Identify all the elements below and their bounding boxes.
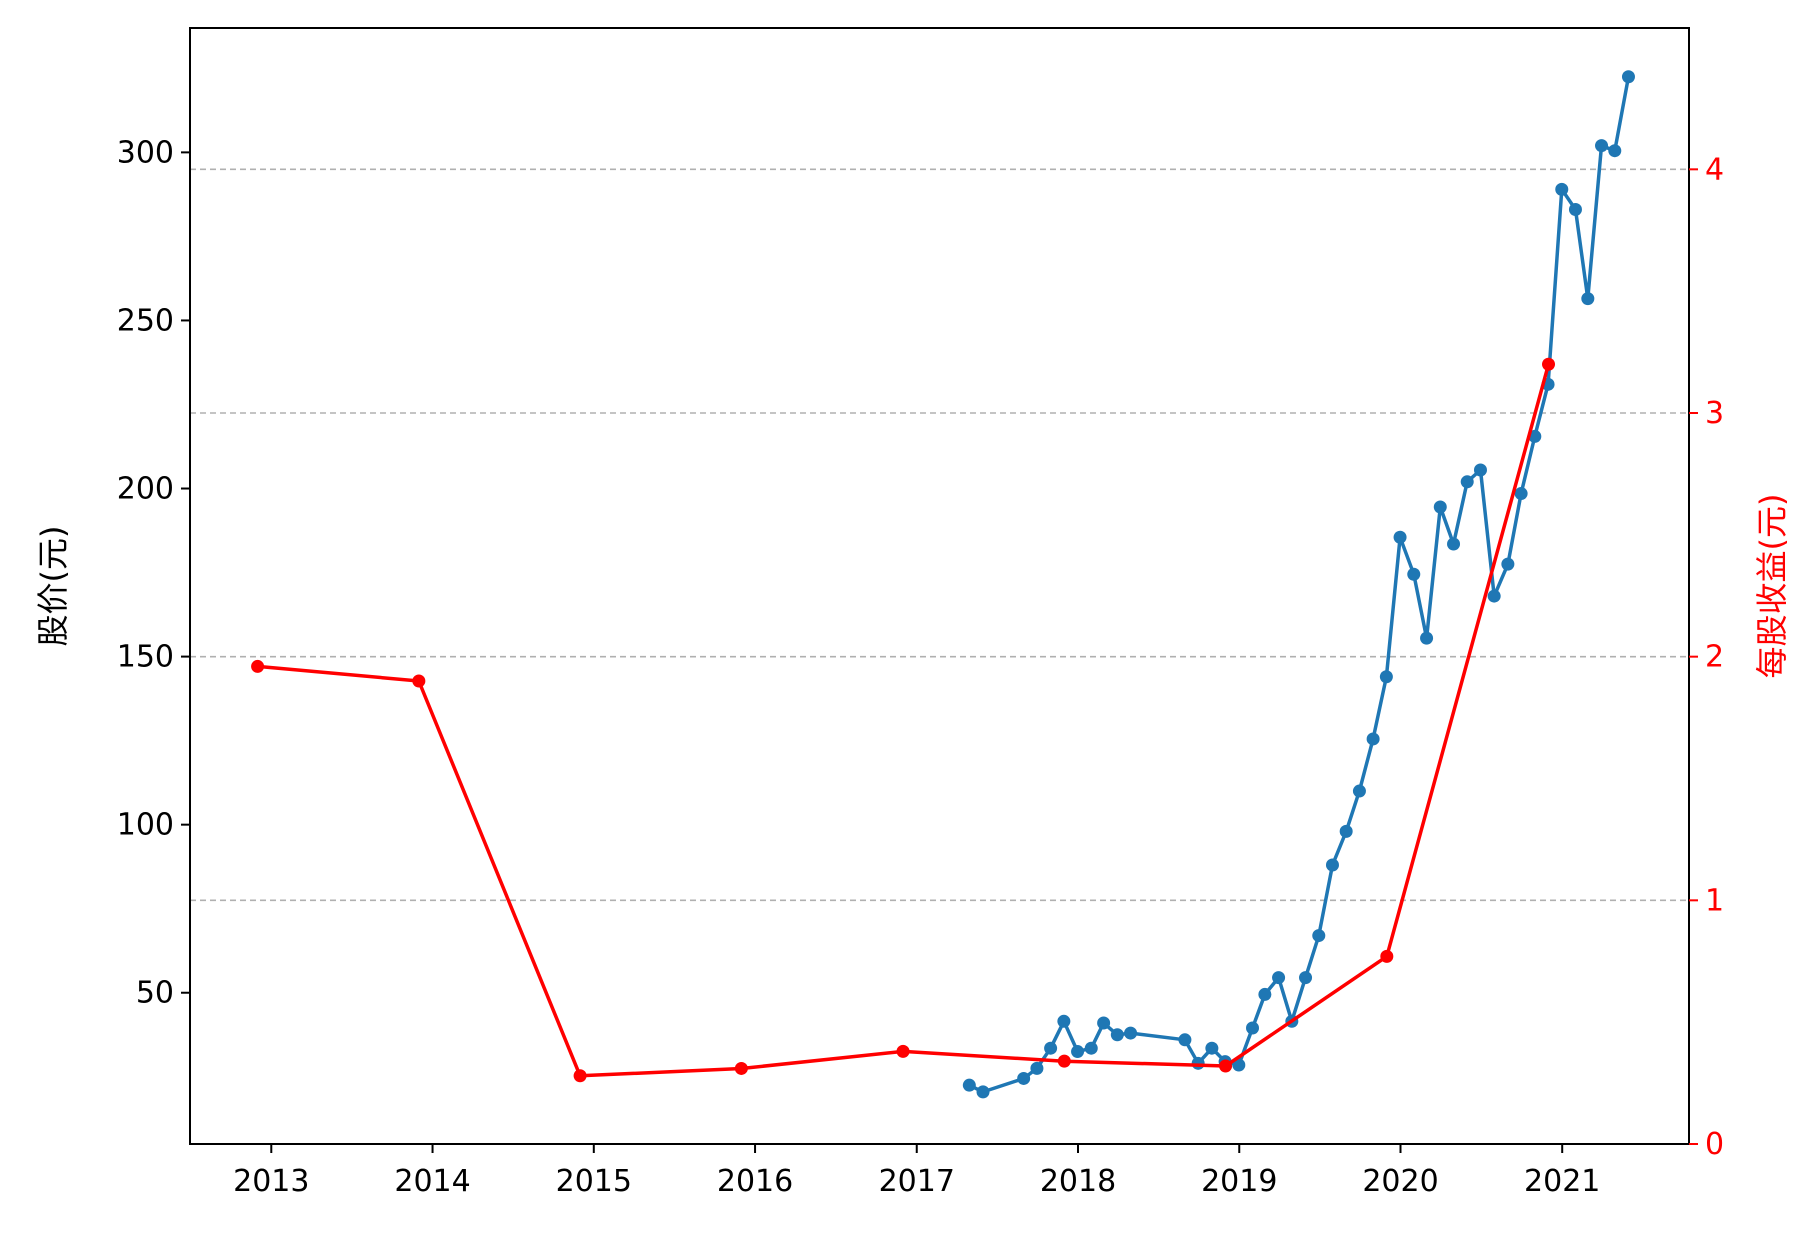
y-axis-right-label: 每股收益(元) bbox=[1753, 494, 1791, 679]
data-point bbox=[1542, 357, 1556, 371]
x-axis: 2013 2014 2015 2016 2017 2018 2019 2020 2021 bbox=[233, 1144, 1600, 1199]
data-point bbox=[1299, 971, 1313, 985]
y-left-tick-label: 300 bbox=[117, 135, 174, 170]
data-point bbox=[734, 1061, 748, 1075]
x-tick-label: 2014 bbox=[394, 1164, 470, 1199]
data-point bbox=[1433, 500, 1447, 514]
data-point bbox=[1447, 537, 1461, 551]
data-point bbox=[1420, 631, 1434, 645]
y-right-tick-label: 0 bbox=[1705, 1127, 1724, 1162]
y-left-tick-label: 200 bbox=[117, 472, 174, 507]
y-right-tick-label: 4 bbox=[1705, 152, 1724, 187]
series-left bbox=[962, 70, 1635, 1099]
data-point bbox=[573, 1069, 587, 1083]
data-point bbox=[1097, 1016, 1111, 1030]
data-point bbox=[1258, 987, 1272, 1001]
data-point bbox=[1366, 732, 1380, 746]
data-point bbox=[1608, 144, 1622, 158]
data-point bbox=[1407, 567, 1421, 581]
x-tick-label: 2018 bbox=[1040, 1164, 1116, 1199]
plot-frame bbox=[189, 27, 1690, 1145]
y-left-tick-label: 250 bbox=[117, 303, 174, 338]
data-point bbox=[1501, 557, 1515, 571]
x-tick-label: 2016 bbox=[717, 1164, 793, 1199]
y-right-tick-label: 1 bbox=[1705, 883, 1724, 918]
data-point bbox=[1057, 1054, 1071, 1068]
data-point bbox=[1219, 1059, 1233, 1073]
data-point bbox=[1205, 1041, 1219, 1055]
data-point bbox=[1017, 1071, 1031, 1085]
y-right-tick-label: 3 bbox=[1705, 396, 1724, 431]
data-point bbox=[1071, 1045, 1085, 1059]
data-point bbox=[1487, 589, 1501, 603]
data-point bbox=[1595, 139, 1609, 153]
y-axis-right: 0 1 2 3 4 bbox=[1689, 152, 1724, 1162]
data-point bbox=[1393, 530, 1407, 544]
data-point bbox=[1044, 1041, 1058, 1055]
data-point bbox=[1380, 949, 1394, 963]
data-point bbox=[1232, 1058, 1246, 1072]
data-point bbox=[1057, 1014, 1071, 1028]
y-left-tick-label: 150 bbox=[117, 640, 174, 675]
data-point bbox=[1110, 1028, 1124, 1042]
data-point bbox=[896, 1044, 910, 1058]
x-tick-label: 2021 bbox=[1524, 1164, 1600, 1199]
data-point bbox=[1312, 929, 1326, 943]
data-point bbox=[1514, 487, 1528, 501]
data-point bbox=[1124, 1026, 1138, 1040]
data-point bbox=[1339, 824, 1353, 838]
y-axis-left-label: 股价(元) bbox=[34, 526, 72, 647]
data-point bbox=[1460, 475, 1474, 489]
y-axis-left: 50 100 150 200 250 300 bbox=[117, 135, 190, 1011]
data-point bbox=[1581, 292, 1595, 306]
data-point bbox=[1178, 1033, 1192, 1047]
x-tick-label: 2013 bbox=[233, 1164, 309, 1199]
data-point bbox=[976, 1085, 990, 1099]
series-layer bbox=[251, 70, 1635, 1099]
data-point bbox=[412, 674, 426, 688]
data-point bbox=[962, 1078, 976, 1092]
data-point bbox=[251, 659, 265, 673]
x-tick-label: 2015 bbox=[556, 1164, 632, 1199]
y-right-tick-label: 2 bbox=[1705, 640, 1724, 675]
y-left-tick-label: 100 bbox=[117, 808, 174, 843]
data-point bbox=[1473, 463, 1487, 477]
x-tick-label: 2019 bbox=[1201, 1164, 1277, 1199]
data-point bbox=[1030, 1061, 1044, 1075]
x-tick-label: 2020 bbox=[1362, 1164, 1438, 1199]
data-point bbox=[1352, 784, 1366, 798]
data-point bbox=[1272, 971, 1286, 985]
data-point bbox=[1325, 858, 1339, 872]
data-point bbox=[1084, 1041, 1098, 1055]
data-point bbox=[1555, 182, 1569, 196]
data-point bbox=[1528, 429, 1542, 443]
series-right bbox=[251, 357, 1556, 1083]
data-point bbox=[1379, 670, 1393, 684]
y-left-tick-label: 50 bbox=[136, 976, 174, 1011]
x-tick-label: 2017 bbox=[879, 1164, 955, 1199]
data-point bbox=[1246, 1021, 1260, 1035]
data-point bbox=[1568, 203, 1582, 217]
data-point bbox=[1621, 70, 1635, 84]
